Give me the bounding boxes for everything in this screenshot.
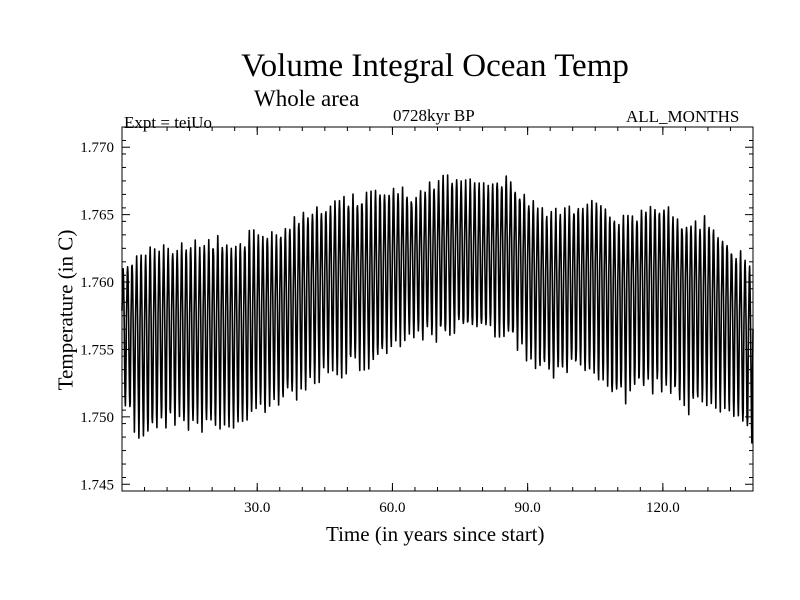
months-label: ALL_MONTHS: [626, 107, 740, 126]
x-tick-label: 120.0: [646, 500, 680, 516]
chart-title: Volume Integral Ocean Temp: [241, 48, 629, 84]
y-tick-label: 1.770: [80, 140, 114, 156]
chart-subtitle: Whole area: [254, 86, 360, 111]
series-layer: [121, 174, 754, 444]
x-tick-label: 30.0: [244, 500, 270, 516]
x-axis-label: Time (in years since start): [326, 522, 545, 546]
x-tick-label: 90.0: [515, 500, 541, 516]
y-tick-label: 1.745: [80, 477, 114, 493]
y-tick-label: 1.755: [80, 342, 114, 358]
period-label: 0728kyr BP: [393, 106, 475, 125]
y-tick-label: 1.765: [80, 208, 114, 224]
y-tick-label: 1.750: [80, 410, 114, 426]
y-tick-label: 1.760: [80, 275, 114, 291]
axis-ticks: 1.745 1.750 1.755 1.760 1.765 1.770 30.0 60.0 90…: [80, 126, 753, 516]
x-tick-label: 60.0: [379, 500, 405, 516]
series-line-ocean-temp: [121, 174, 754, 444]
